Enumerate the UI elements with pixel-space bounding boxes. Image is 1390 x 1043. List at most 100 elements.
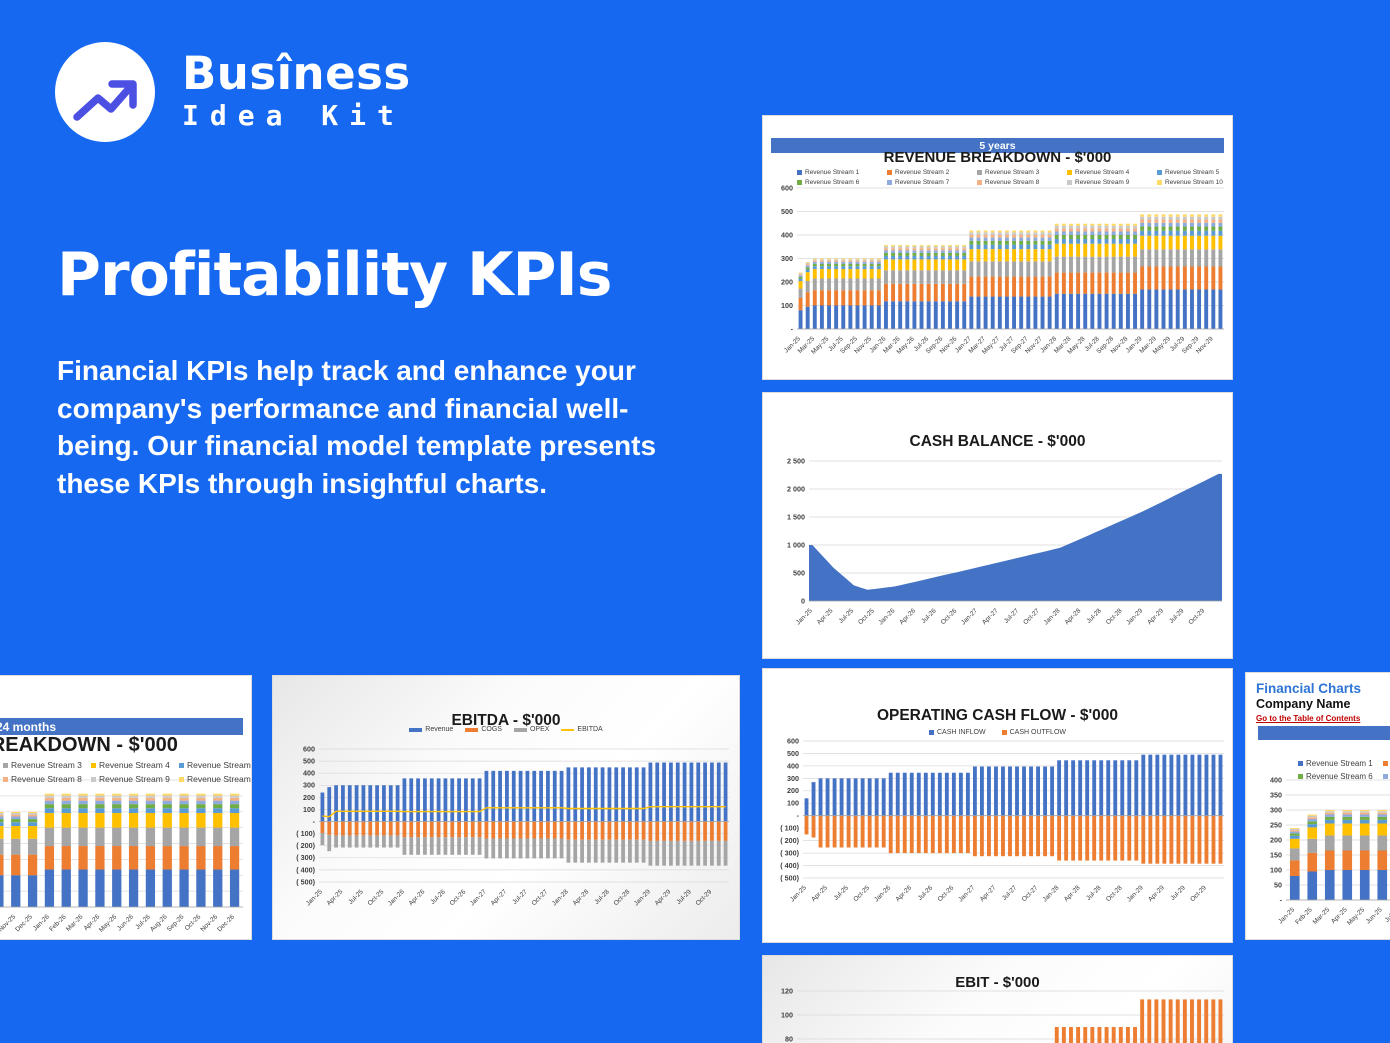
svg-text:( 300): ( 300)	[296, 853, 315, 862]
svg-text:Apr-29: Apr-29	[654, 888, 673, 907]
svg-text:Oct-29: Oct-29	[1187, 607, 1206, 626]
svg-text:Nov-26: Nov-26	[199, 913, 219, 933]
legend-swatch-icon	[179, 776, 184, 782]
svg-text:Jul-28: Jul-28	[593, 888, 611, 906]
svg-text:100: 100	[1270, 865, 1282, 874]
svg-text:( 500): ( 500)	[780, 873, 799, 882]
svg-text:( 100): ( 100)	[296, 829, 315, 838]
legend-item: Revenue Stream 5	[179, 760, 252, 770]
legend-label: Revenue Stream 8	[985, 179, 1040, 186]
legend-swatch-icon	[797, 180, 802, 185]
svg-text:Oct-28: Oct-28	[1105, 884, 1124, 903]
svg-text:Oct-26: Oct-26	[937, 884, 956, 903]
svg-text:-: -	[1280, 895, 1283, 904]
logo-circle-bg	[55, 42, 155, 142]
svg-text:May-25: May-25	[1346, 906, 1367, 927]
legend-label: Revenue Stream 10	[187, 774, 251, 784]
table-of-contents-link[interactable]: Go to the Table of Contents	[1256, 714, 1361, 723]
svg-text:500: 500	[787, 749, 799, 758]
svg-text:Oct-27: Oct-27	[1021, 884, 1040, 903]
svg-text:( 200): ( 200)	[780, 836, 799, 845]
revenue-breakdown-24m-svg: 40035030025020015010050-Jan-25Feb-25Mar-…	[0, 779, 243, 934]
chart-title: EBIT - $'000	[955, 974, 1040, 991]
legend-item: Revenue Stream 10	[1157, 179, 1232, 186]
legend-item: Revenue Stream 9	[1067, 179, 1157, 186]
legend-label: Revenue Stream 8	[11, 774, 82, 784]
svg-text:Apr-25: Apr-25	[816, 607, 835, 626]
svg-text:300: 300	[303, 781, 315, 790]
legend-label: CASH OUTFLOW	[1009, 729, 1066, 736]
svg-text:Oct-29: Oct-29	[1189, 884, 1208, 903]
svg-text:Jul-28: Jul-28	[1085, 607, 1103, 625]
legend-label: Revenue Stream 1	[805, 169, 860, 176]
ebitda-panel: 600 500 400 300 200 100 - ( 100) ( 200) ( 300) ( 4…	[272, 675, 740, 940]
svg-text:300: 300	[1270, 805, 1282, 814]
svg-text:Oct-26: Oct-26	[449, 888, 468, 907]
svg-text:Oct-28: Oct-28	[1105, 607, 1124, 626]
legend-item: Revenue Stream 7	[887, 179, 977, 186]
legend-item: Revenue Stream 2	[887, 169, 977, 176]
svg-text:Oct-25: Oct-25	[852, 884, 871, 903]
ebitda-chart: 600 500 400 300 200 100 - ( 100) ( 200) ( 300) ( 4…	[273, 676, 739, 939]
svg-text:200: 200	[787, 786, 799, 795]
legend-item: OPEX	[513, 726, 549, 733]
svg-text:Jan-25: Jan-25	[305, 888, 324, 907]
svg-text:Jun-26: Jun-26	[116, 913, 135, 932]
svg-text:Jul-25: Jul-25	[347, 888, 365, 906]
legend-label: Revenue Stream 5	[187, 760, 252, 770]
svg-text:Jul-27: Jul-27	[511, 888, 529, 906]
svg-text:Jan-27: Jan-27	[469, 888, 488, 907]
svg-text:Dec-26: Dec-26	[216, 913, 236, 933]
legend-label: COGS	[481, 726, 502, 733]
legend-item: Revenue Stream 3	[3, 760, 91, 770]
svg-text:400: 400	[1270, 775, 1282, 784]
svg-text:200: 200	[781, 277, 793, 286]
svg-text:300: 300	[781, 254, 793, 263]
page-title: Profitability KPIs	[57, 240, 612, 310]
svg-text:Feb-25: Feb-25	[1294, 906, 1314, 926]
chart-title: REVENUE BREAKDOWN - $'000	[883, 149, 1112, 166]
svg-text:Jan-26: Jan-26	[32, 913, 51, 932]
svg-text:Mar-26: Mar-26	[65, 913, 85, 933]
legend-label: Revenue Stream 4	[1075, 169, 1130, 176]
svg-text:Jan-28: Jan-28	[551, 888, 570, 907]
legend-swatch-icon	[1298, 761, 1303, 766]
svg-text:80: 80	[785, 1034, 793, 1043]
legend-item: Revenue Stream 5	[1157, 169, 1232, 176]
legend-item: Revenue Stream 2	[1383, 759, 1390, 768]
svg-text:Jun-25: Jun-25	[1365, 906, 1384, 925]
svg-text:500: 500	[793, 568, 805, 577]
svg-text:Jul-25: Jul-25	[833, 884, 851, 902]
revenue-breakdown-24m-chart: 40035030025020015010050-Jan-25Feb-25Mar-…	[0, 676, 251, 939]
chart-title: OPERATING CASH FLOW - $'000	[876, 707, 1119, 724]
svg-text:Jan-27: Jan-27	[957, 884, 976, 903]
svg-text:Jul-25: Jul-25	[1384, 906, 1390, 924]
legend-swatch-icon	[928, 730, 934, 735]
brand-block: Busîness Idea Kit	[182, 50, 411, 133]
legend-label: Revenue Stream 2	[895, 169, 950, 176]
svg-text:100: 100	[303, 805, 315, 814]
svg-text:Apr-29: Apr-29	[1147, 884, 1166, 903]
financial-charts-chart: 400 350 300 250 200 150 100 50 - Jan-25 Feb-25 Mar-…	[1246, 673, 1390, 939]
legend-label: Revenue Stream 9	[99, 774, 170, 784]
svg-text:Jan-28: Jan-28	[1042, 884, 1061, 903]
svg-text:Apr-26: Apr-26	[408, 888, 427, 907]
legend-label: Revenue Stream 10	[1165, 179, 1223, 186]
svg-text:Dec-25: Dec-25	[14, 913, 34, 933]
svg-text:Apr-26: Apr-26	[898, 607, 917, 626]
legend-item: Revenue Stream 6	[797, 179, 887, 186]
svg-text:Jul-28: Jul-28	[1085, 884, 1103, 902]
svg-text:Jan-25: Jan-25	[1277, 906, 1296, 925]
legend-swatch-icon	[465, 727, 479, 732]
operating-cash-flow-chart: 600 500 400 300 200 100 - ( 100) ( 200) ( 300) ( 4…	[763, 669, 1232, 942]
svg-text:2 500: 2 500	[787, 456, 805, 465]
svg-text:( 100): ( 100)	[780, 824, 799, 833]
svg-text:Jan-25: Jan-25	[789, 884, 808, 903]
legend-swatch-icon	[1157, 180, 1162, 185]
svg-text:-: -	[313, 817, 316, 826]
legend-item: Revenue Stream 10	[179, 774, 251, 784]
svg-text:Jul-29: Jul-29	[1168, 607, 1186, 625]
